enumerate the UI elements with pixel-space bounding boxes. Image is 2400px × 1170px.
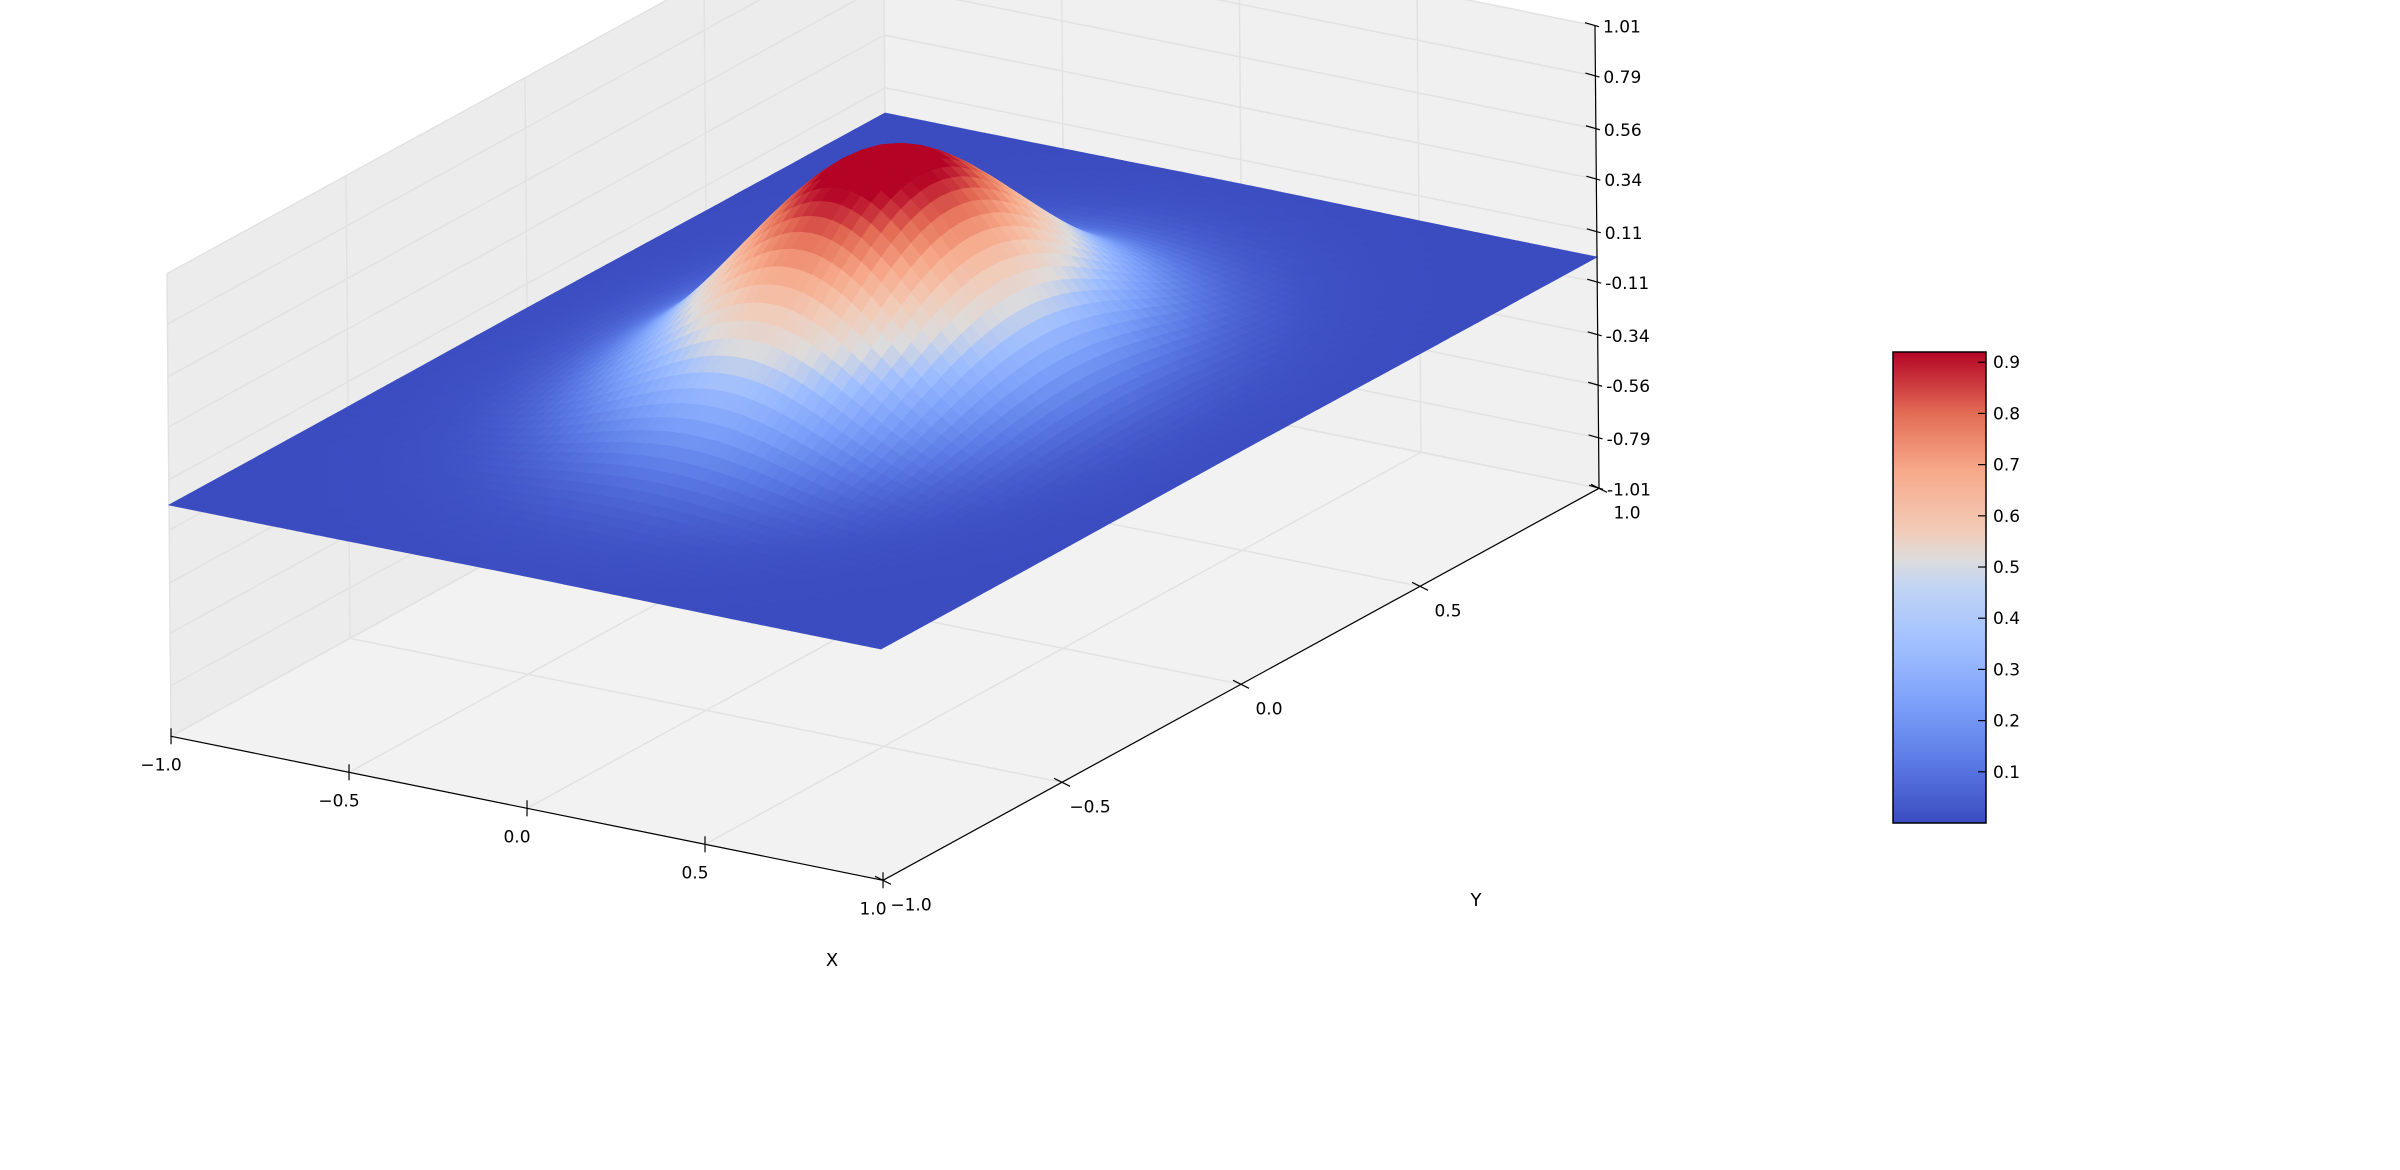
grid-line (167, 0, 1597, 378)
grid-line (168, 87, 1597, 481)
grid-line (167, 34, 1597, 428)
surface-mesh (167, 112, 1599, 650)
grid-line (167, 0, 1596, 325)
grid-line (166, 0, 1596, 275)
